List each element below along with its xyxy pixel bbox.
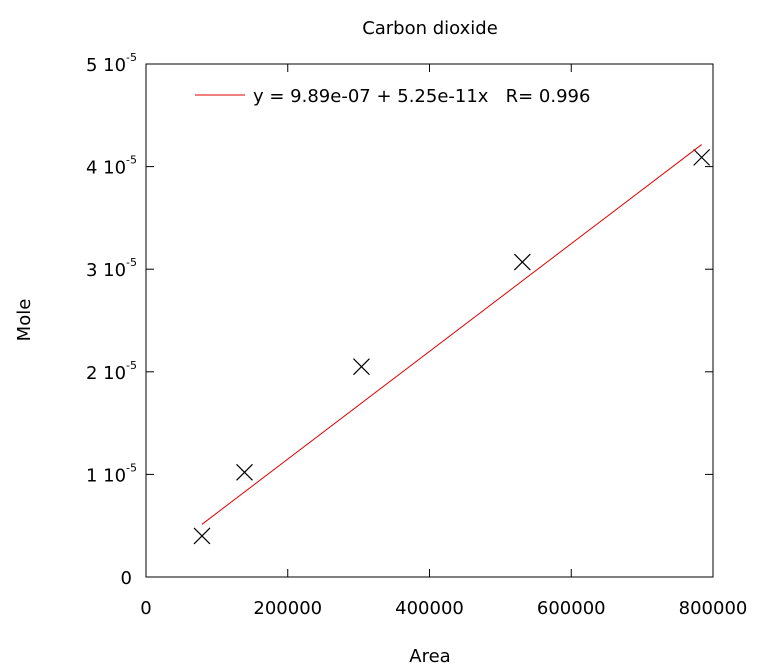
y-tick-mantissa: 4 10 (86, 158, 126, 179)
fit-line (201, 144, 702, 525)
y-tick-exponent: -5 (126, 154, 137, 167)
y-tick-exponent: -5 (126, 359, 137, 372)
y-tick-exponent: -5 (126, 256, 137, 269)
y-tick-mantissa: 2 10 (86, 363, 126, 384)
y-tick-label: 1 10-5 (86, 461, 137, 486)
x-axis-label: Area (409, 646, 450, 667)
y-tick-label: 4 10-5 (86, 154, 137, 179)
data-point (236, 463, 253, 481)
data-point (353, 358, 370, 376)
y-tick-label: 5 10-5 (86, 51, 137, 76)
y-tick-mantissa: 1 10 (86, 465, 126, 486)
x-tick-label: 800000 (679, 598, 748, 619)
y-tick-exponent: -5 (126, 51, 137, 64)
y-tick-label: 0 (121, 568, 132, 589)
plot-frame (145, 63, 714, 578)
y-tick-mantissa: 3 10 (86, 260, 126, 281)
x-tick-label: 200000 (253, 598, 322, 619)
y-tick-mantissa: 5 10 (86, 55, 126, 76)
x-tick-label: 0 (140, 598, 151, 619)
chart-title: Carbon dioxide (362, 18, 498, 39)
legend-label: y = 9.89e-07 + 5.25e-11x R= 0.996 (253, 86, 590, 107)
data-point (193, 527, 211, 545)
y-axis-label: Mole (14, 299, 35, 342)
data-point (513, 253, 531, 271)
data-point (693, 148, 711, 166)
y-tick-label: 2 10-5 (86, 359, 137, 384)
y-tick-exponent: -5 (126, 461, 137, 474)
y-tick-label: 3 10-5 (86, 256, 137, 281)
x-tick-label: 600000 (537, 598, 606, 619)
x-tick-label: 400000 (395, 598, 464, 619)
